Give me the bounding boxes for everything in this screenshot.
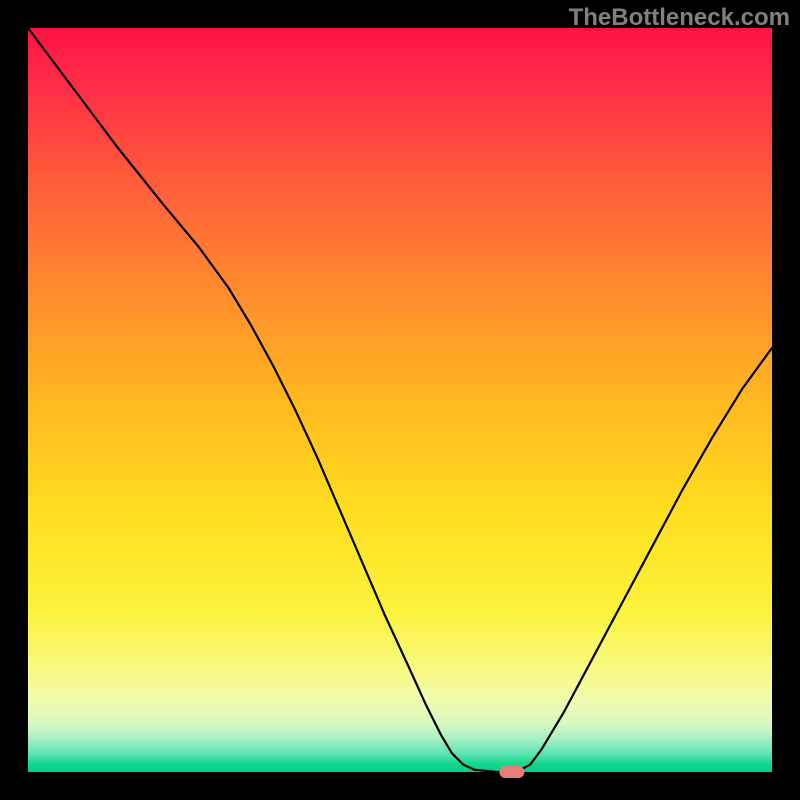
bottleneck-curve: [28, 28, 772, 772]
chart-container: TheBottleneck.com: [0, 0, 800, 800]
watermark-text: TheBottleneck.com: [569, 4, 790, 32]
optimum-marker: [499, 766, 524, 778]
plot-area: [28, 28, 772, 772]
curve-path: [28, 28, 772, 772]
